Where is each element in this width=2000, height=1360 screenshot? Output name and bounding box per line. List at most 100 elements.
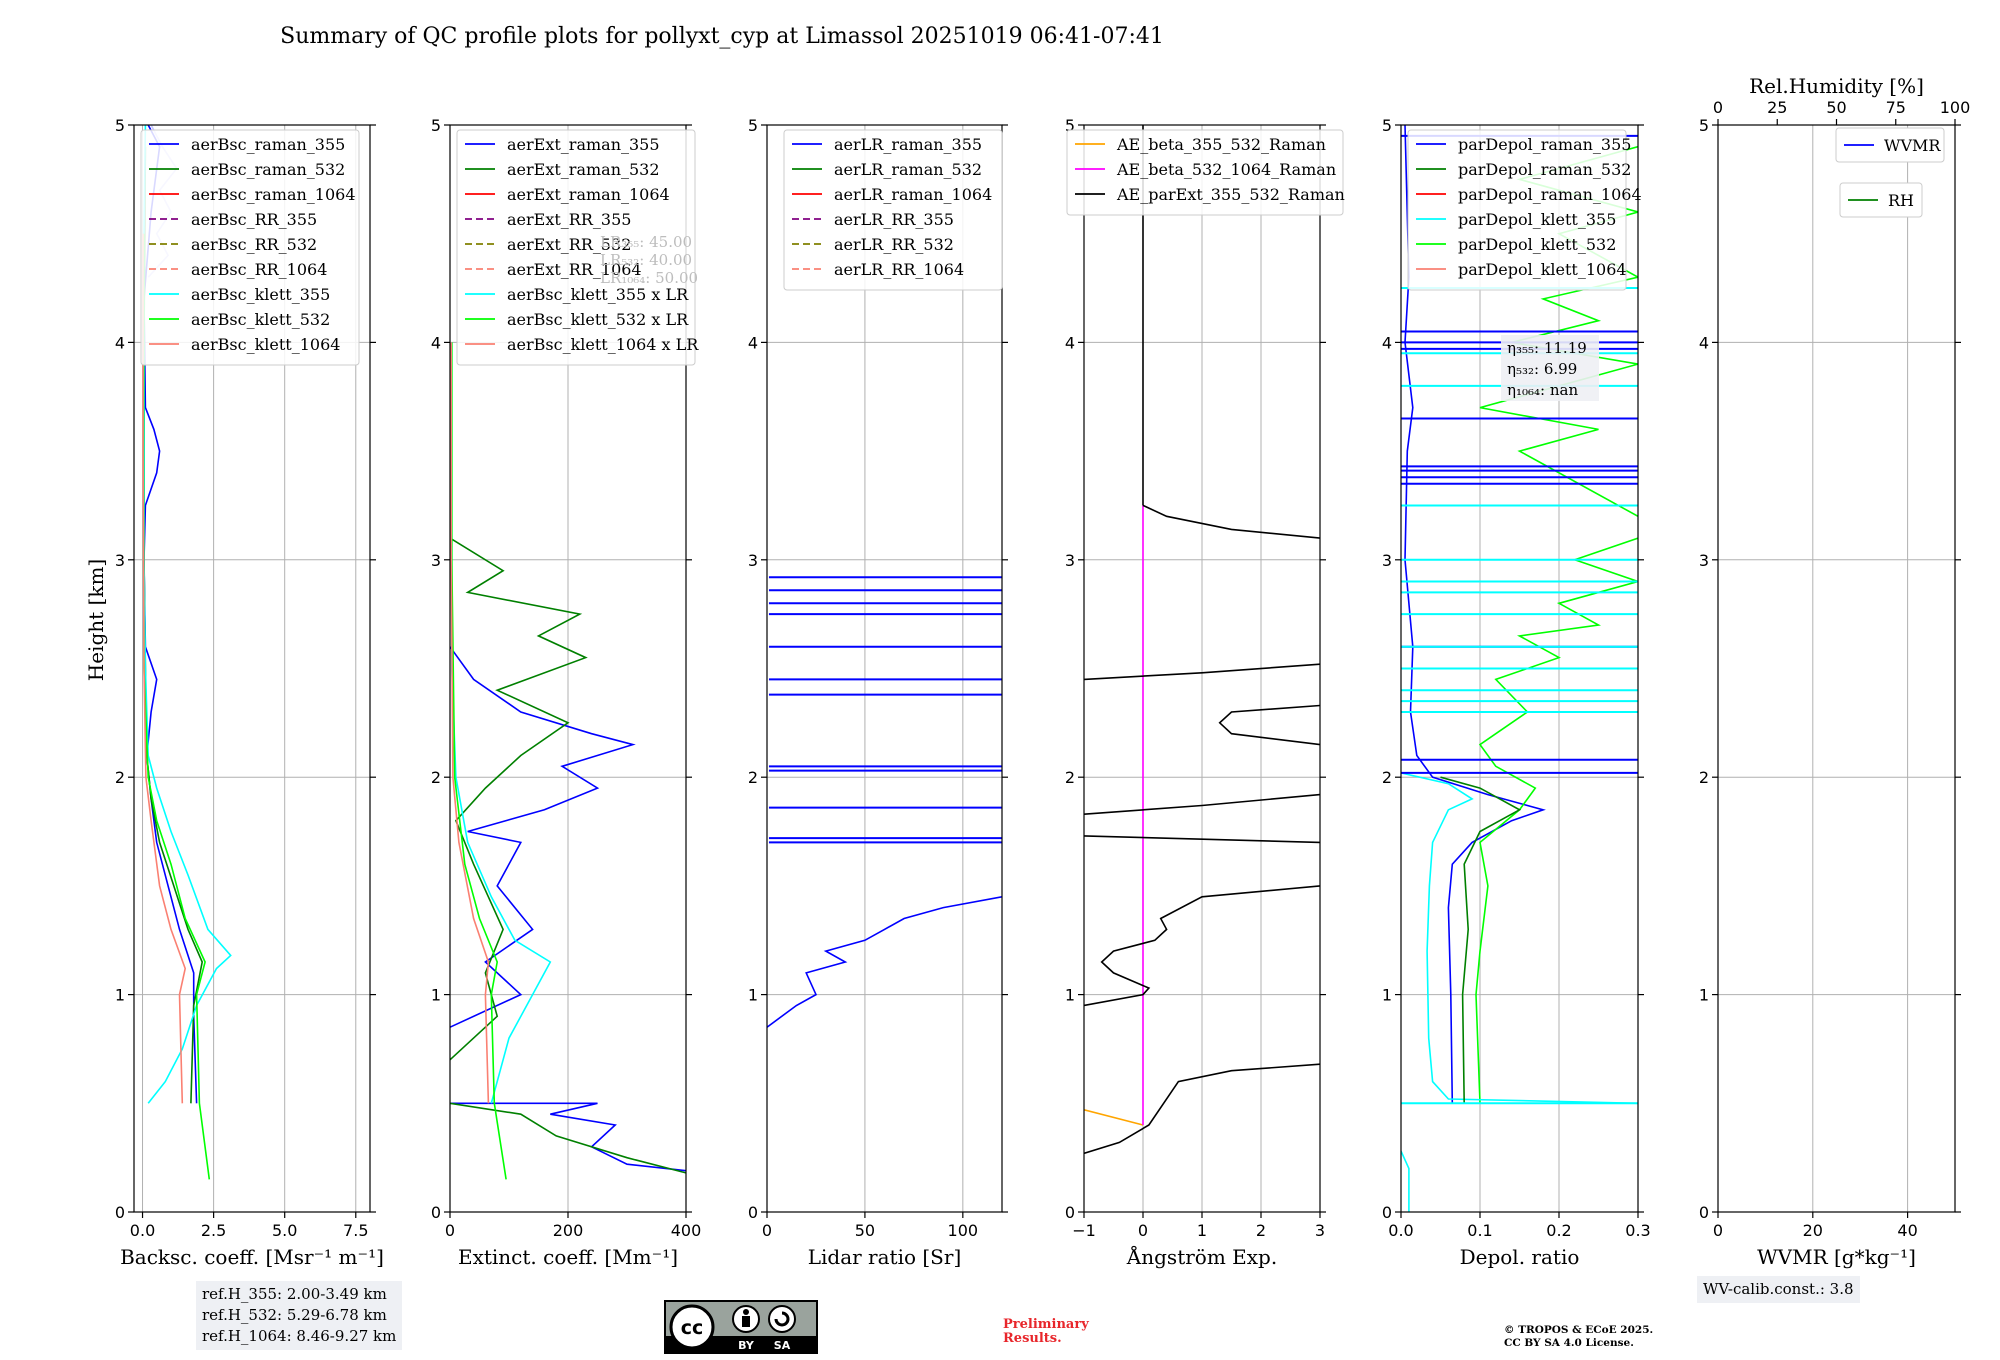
legend-label: parDepol_raman_355: [1458, 135, 1631, 154]
y-tick-label: 0: [1382, 1203, 1392, 1222]
preliminary-label: Preliminary Results.: [1003, 1318, 1089, 1346]
y-tick-label: 5: [1065, 116, 1075, 135]
y-tick-label: 5: [115, 116, 125, 135]
legend-label: parDepol_klett_355: [1458, 210, 1616, 229]
legend: AE_beta_355_532_Raman AE_beta_532_1064_Ra…: [1066, 129, 1345, 216]
y-tick-label: 4: [431, 333, 441, 352]
axes-frame: [449, 124, 687, 1213]
x-axis-label: WVMR [g*kg⁻¹]: [1757, 1245, 1916, 1269]
x-tick-label: 0: [445, 1221, 455, 1240]
series-line-AE_parExt_355_532_Raman_e: [1218, 704, 1320, 746]
y-tick-label: 3: [1065, 551, 1075, 570]
y-tick-label: 2: [431, 768, 441, 787]
x-tick-label: 0.3: [1625, 1221, 1650, 1240]
x-tick-label: 100: [948, 1221, 979, 1240]
y-tick-label: 3: [115, 551, 125, 570]
preliminary-line-1: Preliminary: [1003, 1317, 1089, 1332]
y-tick-label: 3: [431, 551, 441, 570]
y-tick-label: 2: [115, 768, 125, 787]
eta-value: η₃₅₅: 11.19: [1507, 339, 1587, 357]
x-tick-label: 400: [671, 1221, 702, 1240]
rh-tick-label: 0: [1713, 98, 1723, 117]
eta-value: η₁₀₆₄: nan: [1507, 381, 1578, 399]
y-tick-label: 4: [1382, 333, 1392, 352]
figure-title: Summary of QC profile plots for pollyxt_…: [280, 24, 1164, 49]
x-tick-label: −1: [1072, 1221, 1096, 1240]
y-tick-label: 2: [1065, 768, 1075, 787]
rh-tick-label: 25: [1767, 98, 1787, 117]
x-tick-label: 20: [1803, 1221, 1823, 1240]
preliminary-line-2: Results.: [1003, 1331, 1062, 1346]
series-line-parDepol_raman_532: [1440, 776, 1522, 1104]
series-line-aerBsc_klett_355 x LR: [450, 342, 552, 1104]
cc-license-badge[interactable]: cc BY SA: [664, 1300, 818, 1354]
series-line-aerExt_raman_355_low: [450, 1102, 686, 1172]
y-tick-label: 5: [431, 116, 441, 135]
x-tick-label: 0.0: [130, 1221, 155, 1240]
legend-label: aerBsc_raman_532: [191, 160, 345, 179]
legend-wvmr: WVMR: [1835, 127, 1945, 163]
legend-box: [456, 129, 696, 366]
data-layer: [1084, 125, 1320, 1155]
ref-height-532: ref.H_532: 5.29-6.78 km: [202, 1306, 387, 1324]
cc-text: cc: [681, 1317, 704, 1339]
legend-label: aerLR_raman_532: [834, 160, 982, 179]
legend-label: aerBsc_raman_355: [191, 135, 345, 154]
legend-box: [1066, 129, 1344, 216]
y-tick-label: 0: [1699, 1203, 1709, 1222]
rh-tick-label: 50: [1826, 98, 1846, 117]
y-tick-label: 0: [1065, 1203, 1075, 1222]
x-axis-label: Extinct. coeff. [Mm⁻¹]: [458, 1245, 678, 1269]
legend-label: parDepol_klett_532: [1458, 235, 1616, 254]
legend-label: aerBsc_klett_355 x LR: [507, 285, 689, 304]
x-tick-label: 1: [1197, 1221, 1207, 1240]
copyright-notice: © TROPOS & ECoE 2025. CC BY SA 4.0 Licen…: [1504, 1324, 1653, 1350]
legend-box: [1835, 127, 1945, 163]
legend-label: aerExt_raman_355: [507, 135, 660, 154]
legend-box: [1839, 182, 1923, 218]
legend-label: aerBsc_klett_532: [191, 310, 330, 329]
x-tick-label: 0: [762, 1221, 772, 1240]
series-line-aerBsc_klett_532 x LR: [450, 342, 507, 1180]
legend-label: aerBsc_klett_1064: [191, 335, 340, 354]
legend-label: aerBsc_raman_1064: [191, 185, 356, 204]
legend-label: RH: [1888, 191, 1914, 210]
y-tick-label: 1: [115, 986, 125, 1005]
legend: aerExt_raman_355 aerExt_raman_532 aerExt_r…: [456, 129, 699, 366]
eta-background: [1501, 335, 1599, 401]
y-tick-label: 2: [1699, 768, 1709, 787]
series-line-aerBsc_klett_1064: [142, 233, 187, 1104]
x-tick-label: 50: [855, 1221, 875, 1240]
y-tick-label: 0: [748, 1203, 758, 1222]
legend-label: aerExt_RR_355: [507, 210, 631, 229]
legend-label: aerExt_raman_532: [507, 160, 660, 179]
ref-height-box: ref.H_355: 2.00-3.49 km ref.H_532: 5.29-…: [196, 1281, 403, 1350]
panel-lidar_ratio: 0 50 100 0 1 2 3 4 5 Lidar ratio [Sr] aerLR_raman_…: [748, 116, 1008, 1269]
series-line-AE_parExt_355_532_Raman_g: [1142, 504, 1320, 539]
eta-value: η₅₃₂: 6.99: [1507, 360, 1577, 378]
y-tick-label: 1: [1065, 986, 1075, 1005]
legend-label: aerLR_raman_355: [834, 135, 982, 154]
series-line-aerLR_raman_355: [767, 896, 1002, 1028]
series-line-AE_parExt_355_532_Raman_d: [1084, 793, 1320, 815]
x-tick-label: 0.1: [1467, 1221, 1492, 1240]
lr-annotation: LR₅₃₂: 40.00: [600, 251, 692, 269]
series-line-parDepol_klett_532: [1475, 537, 1638, 1104]
legend: aerLR_raman_355 aerLR_raman_532 aerLR_rama…: [783, 129, 1003, 291]
cc-sa-text: SA: [774, 1339, 791, 1352]
axes-frame: [766, 124, 1003, 1213]
lr-annotation: LR₃₅₅: 45.00: [600, 233, 692, 251]
y-tick-label: 4: [1699, 333, 1709, 352]
y-tick-label: 5: [1382, 116, 1392, 135]
series-line-AE_parExt_355_532_Raman: [1084, 1063, 1320, 1155]
series-line-AE_parExt_355_532_Raman_f: [1084, 663, 1320, 681]
series-line-AE_parExt_355_532_Raman_b: [1084, 885, 1320, 1007]
y-tick-label: 3: [748, 551, 758, 570]
x-tick-label: 2.5: [201, 1221, 226, 1240]
legend-box: [140, 129, 360, 366]
legend-label: aerBsc_klett_355: [191, 285, 330, 304]
x-tick-label: 0.2: [1546, 1221, 1571, 1240]
y-tick-label: 1: [431, 986, 441, 1005]
